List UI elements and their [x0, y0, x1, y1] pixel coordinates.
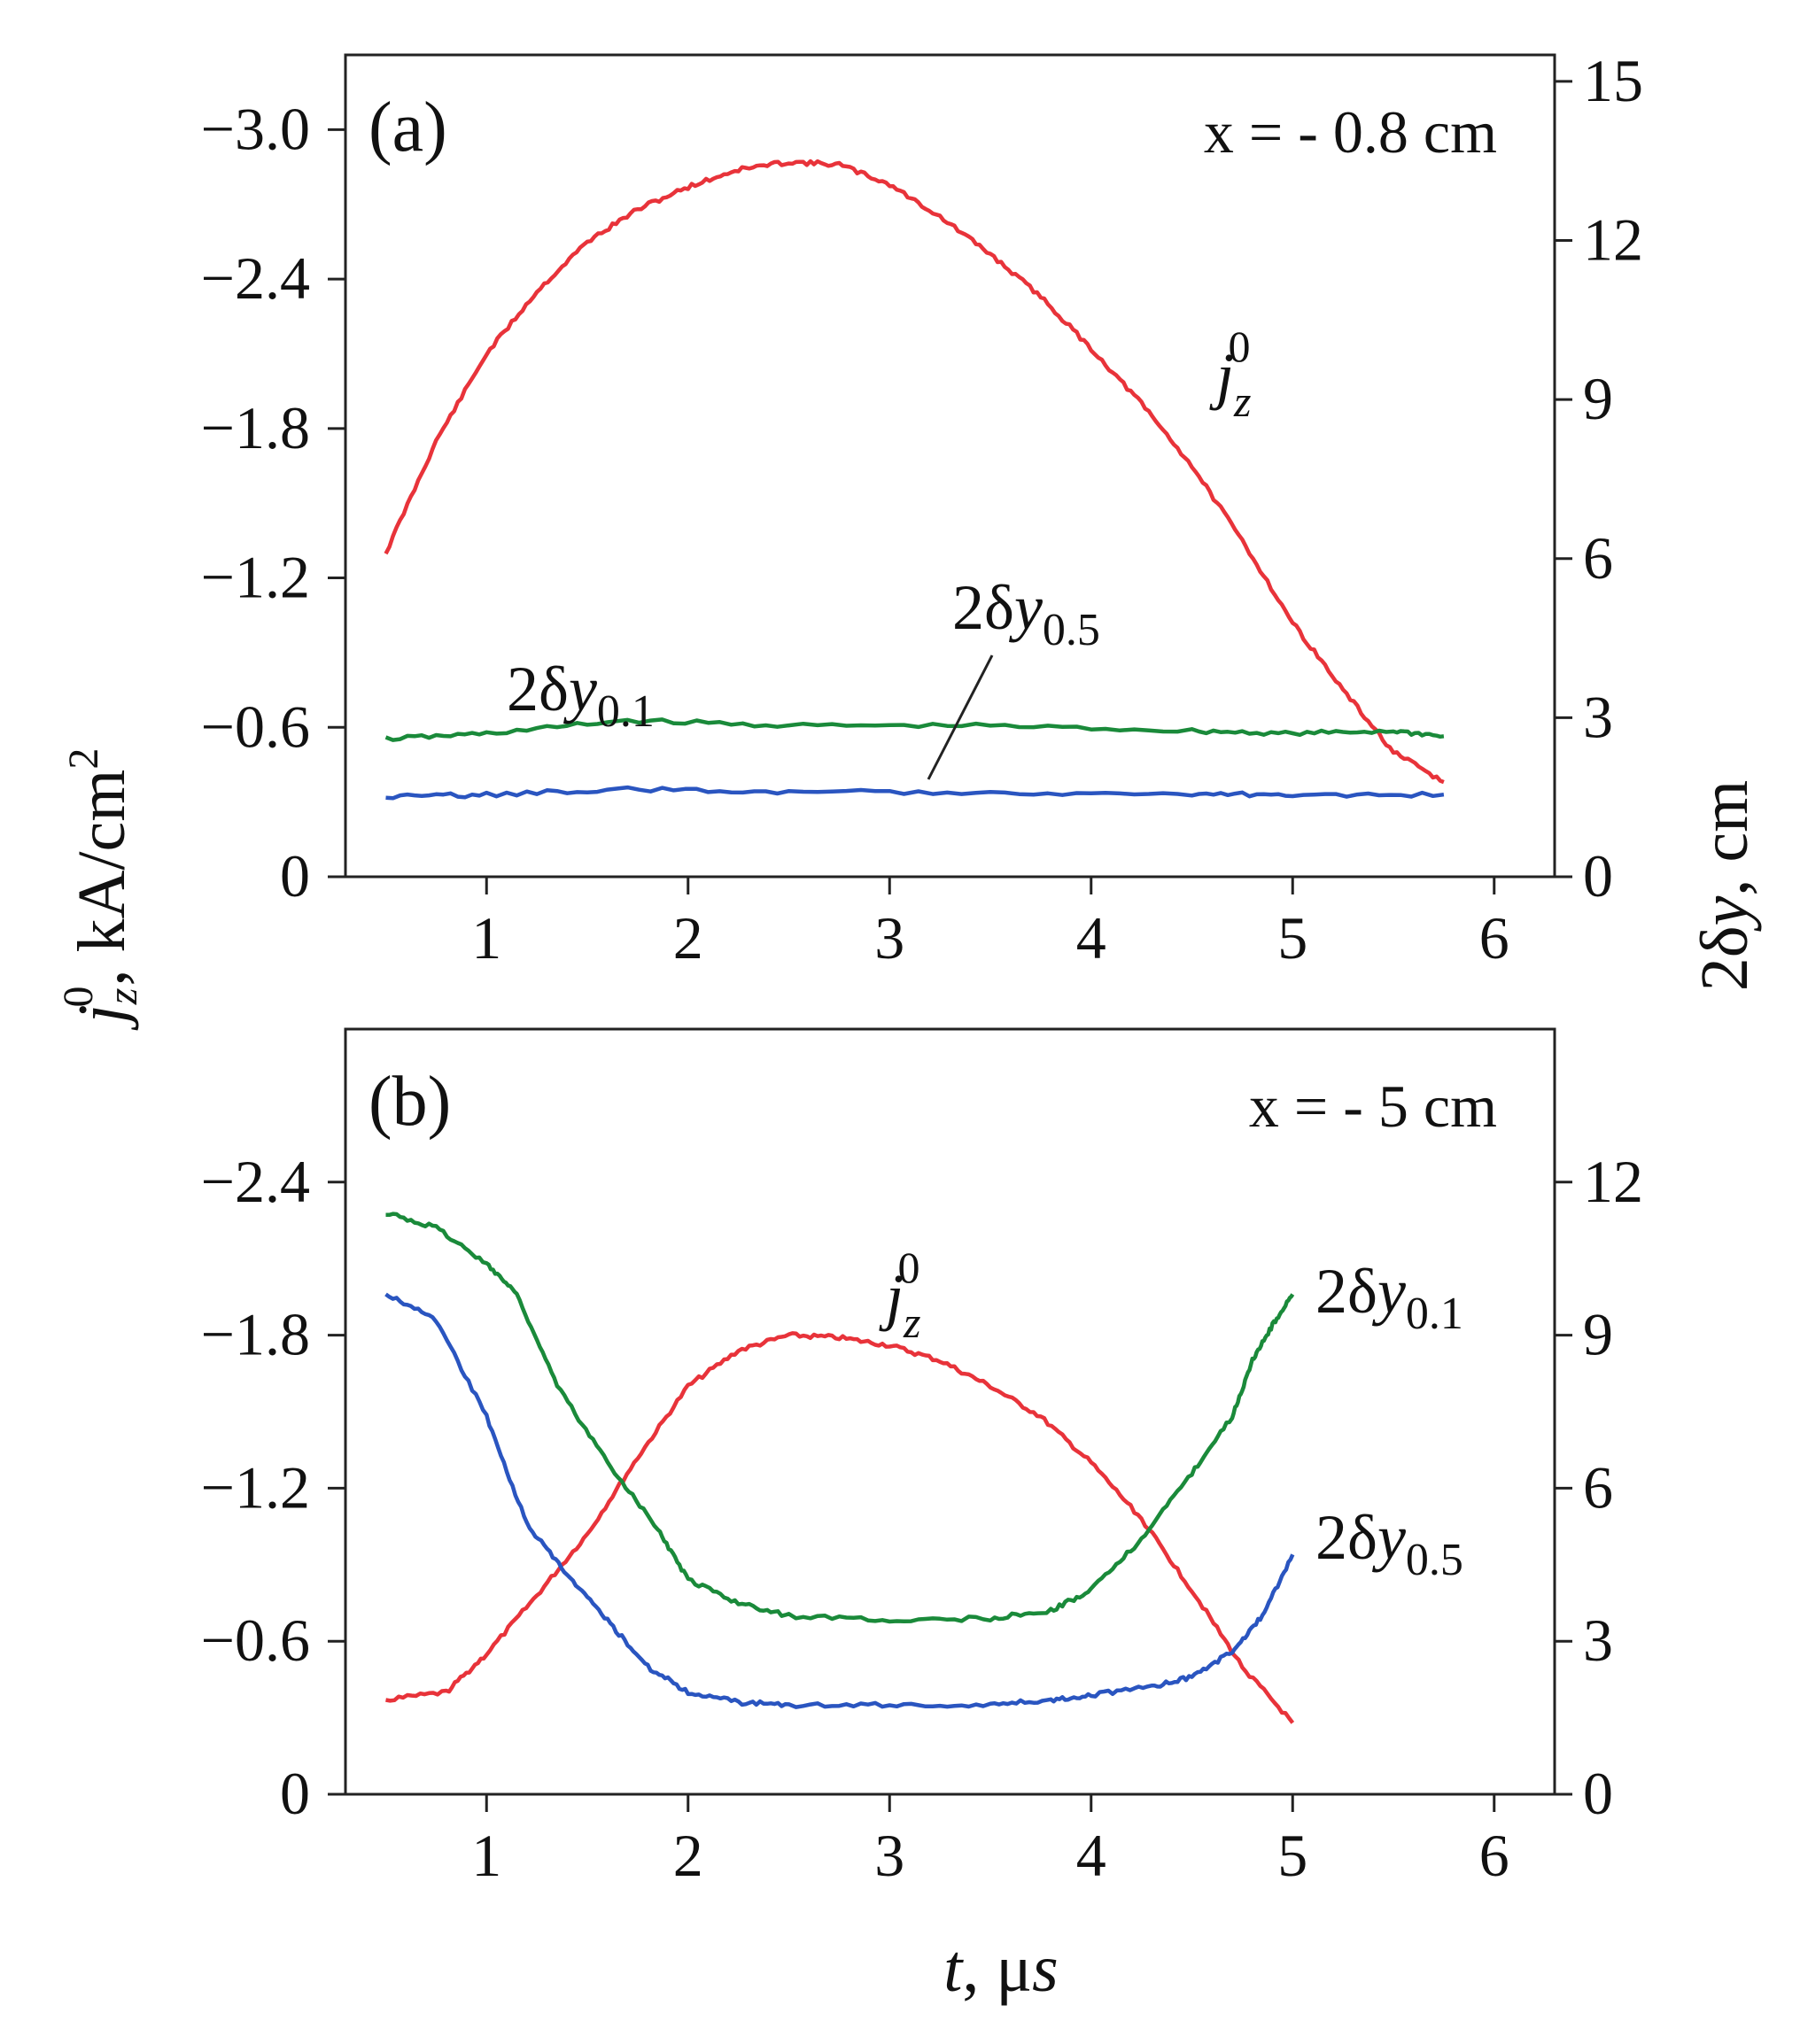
right-y-tick-label: 0: [1583, 842, 1613, 910]
right-y-tick-label: 12: [1583, 206, 1643, 274]
dy01-label: 2δy0.1: [507, 654, 655, 737]
right-y-tick-label: 6: [1583, 524, 1613, 592]
x-tick-label: 2: [673, 904, 703, 972]
x-tick-label: 3: [874, 1822, 904, 1889]
x-axis-label: t, μs: [943, 1932, 1058, 2006]
right-y-tick-label: 3: [1583, 1607, 1613, 1674]
left-y-tick-label: −0.6: [201, 1607, 310, 1674]
x-tick-label: 6: [1479, 1822, 1509, 1889]
left-y-tick-label: −0.6: [201, 693, 310, 760]
right-y-tick-label: 9: [1583, 365, 1613, 432]
x-tick-label: 6: [1479, 904, 1509, 972]
jz0-label: jz0: [879, 1243, 920, 1347]
series-jz0-line: [384, 159, 1445, 785]
right-y-tick-label: 3: [1583, 683, 1613, 750]
x-tick-label: 5: [1277, 904, 1307, 972]
x-tick-label: 1: [471, 904, 501, 972]
x-tick-label: 5: [1277, 1822, 1307, 1889]
series-jz0-line: [385, 1331, 1295, 1724]
x-tick-label: 2: [673, 1822, 703, 1889]
left-y-tick-label: −3.0: [201, 95, 310, 162]
x-tick-label: 1: [471, 1822, 501, 1889]
dy01-label: 2δy0.1: [1315, 1256, 1463, 1339]
left-y-tick-label: −1.2: [201, 1453, 310, 1521]
right-y-tick-label: 6: [1583, 1453, 1613, 1521]
left-y-tick-label: 0: [280, 842, 310, 910]
plot-frame: [344, 1027, 1556, 1796]
dy05-label: 2δy0.5: [1315, 1502, 1463, 1585]
left-y-tick-label: −2.4: [201, 244, 310, 312]
left-y-tick-label: 0: [280, 1760, 310, 1827]
left-y-tick-label: −1.8: [201, 1301, 310, 1368]
series-2dy01-line: [385, 1212, 1295, 1624]
x-tick-label: 4: [1076, 904, 1106, 972]
right-y-tick-label: 15: [1583, 47, 1643, 114]
x-tick-label: 3: [874, 904, 904, 972]
dy05-pointer-line: [927, 654, 994, 780]
series-2dy05-line: [385, 785, 1445, 801]
right-ylabel: 2δy, cm: [1688, 780, 1762, 991]
dy05-label: 2δy0.5: [952, 572, 1100, 655]
right-y-tick-label: 12: [1583, 1148, 1643, 1215]
plot-frame: [344, 53, 1556, 879]
panel-label: (a): [369, 89, 447, 166]
right-y-tick-label: 9: [1583, 1301, 1613, 1368]
series-2dy05-line: [384, 1292, 1295, 1709]
position-label: x = - 0.8 cm: [1204, 98, 1497, 166]
right-y-tick-label: 0: [1583, 1760, 1613, 1827]
jz0-label: jz0: [1209, 321, 1251, 426]
position-label: x = - 5 cm: [1249, 1072, 1497, 1140]
left-y-tick-label: −2.4: [201, 1148, 310, 1215]
left-y-tick-label: −1.8: [201, 394, 310, 461]
left-y-tick-label: −1.2: [201, 544, 310, 611]
panel-label: (b): [369, 1063, 451, 1141]
left-ylabel: jz0, kA/cm2: [55, 748, 146, 1032]
series-2dy01-line: [384, 717, 1445, 742]
x-tick-label: 4: [1076, 1822, 1106, 1889]
